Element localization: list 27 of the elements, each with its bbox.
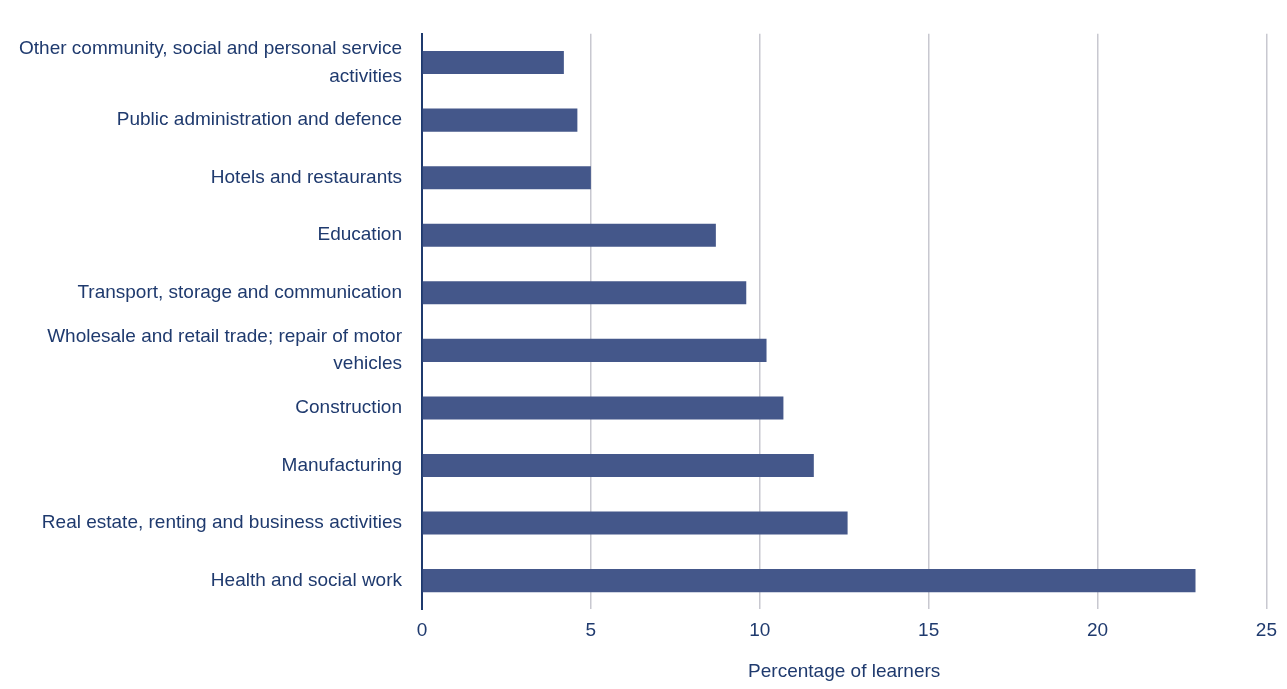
- y-tick-label: Hotels and restaurants: [210, 165, 402, 187]
- bar: [422, 453, 814, 478]
- bar: [422, 166, 591, 190]
- y-tick-label: Transport, storage and communication: [77, 281, 402, 303]
- bar: [422, 338, 767, 362]
- y-tick-label: Wholesale and retail trade; repair of motor vehicles: [47, 324, 403, 374]
- bar: [422, 223, 716, 247]
- y-tick-label: Manufacturing: [281, 453, 402, 475]
- bar: [422, 108, 578, 132]
- x-tick-label: 25: [1255, 619, 1277, 641]
- y-tick-label: Real estate, renting and business activities: [41, 511, 402, 533]
- y-tick-label: Health and social work: [210, 568, 403, 590]
- x-tick-label: 5: [585, 619, 597, 641]
- x-tick-label: 15: [918, 619, 940, 641]
- bar: [422, 569, 1196, 593]
- bar: [422, 396, 784, 420]
- x-tick-label: 20: [1086, 619, 1109, 641]
- x-tick-label: 10: [749, 619, 771, 641]
- y-tick-label: Education: [317, 223, 402, 245]
- y-tick-label: Public administration and defence: [116, 108, 402, 130]
- bar: [422, 51, 564, 75]
- bar: [422, 281, 747, 305]
- y-tick-label: Other community, social and personal service activities: [19, 37, 402, 86]
- y-tick-label: Construction: [295, 396, 402, 418]
- x-axis-title: Percentage of learners: [748, 659, 941, 681]
- x-tick-label: 0: [416, 619, 428, 641]
- bar: [422, 511, 848, 535]
